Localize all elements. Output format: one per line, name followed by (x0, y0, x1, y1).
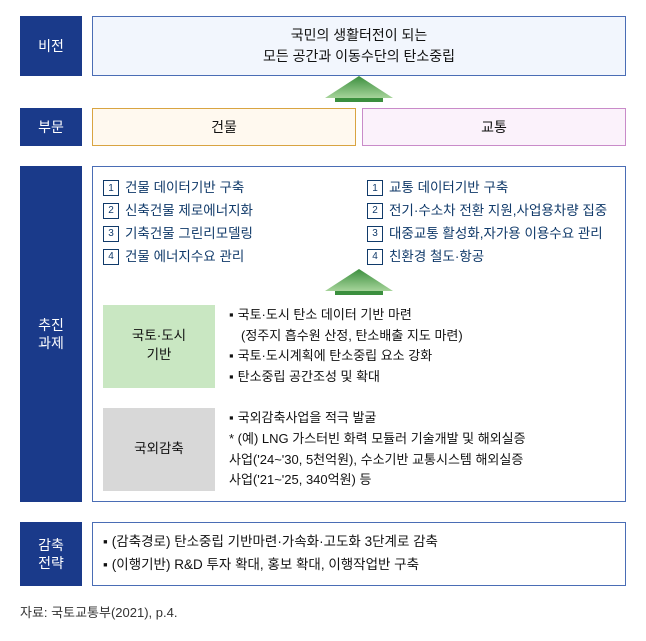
base-line: 국토·도시계획에 탄소중립 요소 강화 (229, 346, 615, 367)
num-icon: 1 (367, 180, 383, 196)
building-items-col: 1 건물 데이터기반 구축 2 신축건물 제로에너지화 3 기축건물 그린리모델링 4… (103, 177, 351, 269)
sector-row: 부문 건물 교통 (20, 108, 626, 146)
arrow-up-icon (325, 76, 393, 98)
overseas-line: 사업('24~'30, 5천억원), 수소기반 교통시스템 해외실증 (229, 450, 615, 471)
tasks-content: 1 건물 데이터기반 구축 2 신축건물 제로에너지화 3 기축건물 그린리모델링 4… (92, 166, 626, 502)
base-label: 국토·도시 기반 (103, 305, 215, 388)
arrow-up-1 (92, 76, 626, 102)
overseas-line: 사업('21~'25, 340억원) 등 (229, 470, 615, 491)
list-item: 1 건물 데이터기반 구축 (103, 177, 351, 200)
list-item: 4 건물 에너지수요 관리 (103, 246, 351, 269)
num-icon: 2 (367, 203, 383, 219)
item-text: 신축건물 제로에너지화 (125, 200, 253, 223)
base-line: (정주지 흡수원 산정, 탄소배출 지도 마련) (229, 326, 615, 347)
list-item: 1 교통 데이터기반 구축 (367, 177, 615, 200)
vision-row: 비전 국민의 생활터전이 되는 모든 공간과 이동수단의 탄소중립 (20, 16, 626, 76)
strategy-side-label: 감축 전략 (20, 522, 82, 586)
overseas-block: 국외감축 국외감축사업을 적극 발굴 * (예) LNG 가스터빈 화력 모듈러… (103, 408, 615, 491)
tasks-two-col: 1 건물 데이터기반 구축 2 신축건물 제로에너지화 3 기축건물 그린리모델링 4… (103, 177, 615, 269)
arrow-up-icon (325, 269, 393, 291)
num-icon: 4 (103, 249, 119, 265)
list-item: 2 전기·수소차 전환 지원,사업용차량 집중 (367, 200, 615, 223)
item-text: 건물 데이터기반 구축 (125, 177, 244, 200)
base-block: 국토·도시 기반 국토·도시 탄소 데이터 기반 마련 (정주지 흡수원 산정,… (103, 305, 615, 388)
source-text: 자료: 국토교통부(2021), p.4. (20, 602, 626, 621)
overseas-body: 국외감축사업을 적극 발굴 * (예) LNG 가스터빈 화력 모듈러 기술개발… (215, 408, 615, 491)
vision-line1: 국민의 생활터전이 되는 (97, 25, 621, 46)
list-item: 3 대중교통 활성화,자가용 이용수요 관리 (367, 223, 615, 246)
strategy-line: (이행기반) R&D 투자 확대, 홍보 확대, 이행작업반 구축 (103, 557, 419, 572)
num-icon: 4 (367, 249, 383, 265)
base-line: 탄소중립 공간조성 및 확대 (229, 367, 615, 388)
base-body: 국토·도시 탄소 데이터 기반 마련 (정주지 흡수원 산정, 탄소배출 지도 … (215, 305, 615, 388)
num-icon: 2 (103, 203, 119, 219)
item-text: 교통 데이터기반 구축 (389, 177, 508, 200)
tasks-side-label: 추진 과제 (20, 166, 82, 502)
list-item: 2 신축건물 제로에너지화 (103, 200, 351, 223)
traffic-items-col: 1 교통 데이터기반 구축 2 전기·수소차 전환 지원,사업용차량 집중 3 대중교… (367, 177, 615, 269)
sector-side-label: 부문 (20, 108, 82, 146)
strategy-box: (감축경로) 탄소중립 기반마련·가속화·고도화 3단계로 감축 (이행기반) … (92, 522, 626, 586)
strategy-row: 감축 전략 (감축경로) 탄소중립 기반마련·가속화·고도화 3단계로 감축 (… (20, 522, 626, 586)
vision-line2: 모든 공간과 이동수단의 탄소중립 (97, 46, 621, 67)
num-icon: 1 (103, 180, 119, 196)
tasks-row: 추진 과제 1 건물 데이터기반 구축 2 신축건물 제로에너지화 3 기축건물 그린… (20, 166, 626, 502)
vision-box: 국민의 생활터전이 되는 모든 공간과 이동수단의 탄소중립 (92, 16, 626, 76)
overseas-line: * (예) LNG 가스터빈 화력 모듈러 기술개발 및 해외실증 (229, 429, 615, 450)
list-item: 4 친환경 철도·항공 (367, 246, 615, 269)
item-text: 대중교통 활성화,자가용 이용수요 관리 (389, 223, 603, 246)
overseas-line: 국외감축사업을 적극 발굴 (229, 408, 615, 429)
sector-traffic: 교통 (362, 108, 626, 146)
item-text: 친환경 철도·항공 (389, 246, 484, 269)
item-text: 기축건물 그린리모델링 (125, 223, 253, 246)
item-text: 전기·수소차 전환 지원,사업용차량 집중 (389, 200, 607, 223)
sector-building: 건물 (92, 108, 356, 146)
item-text: 건물 에너지수요 관리 (125, 246, 244, 269)
base-line: 국토·도시 탄소 데이터 기반 마련 (229, 305, 615, 326)
arrow-up-2 (103, 269, 615, 295)
vision-side-label: 비전 (20, 16, 82, 76)
list-item: 3 기축건물 그린리모델링 (103, 223, 351, 246)
num-icon: 3 (103, 226, 119, 242)
strategy-line: (감축경로) 탄소중립 기반마련·가속화·고도화 3단계로 감축 (103, 534, 438, 549)
num-icon: 3 (367, 226, 383, 242)
overseas-label: 국외감축 (103, 408, 215, 491)
